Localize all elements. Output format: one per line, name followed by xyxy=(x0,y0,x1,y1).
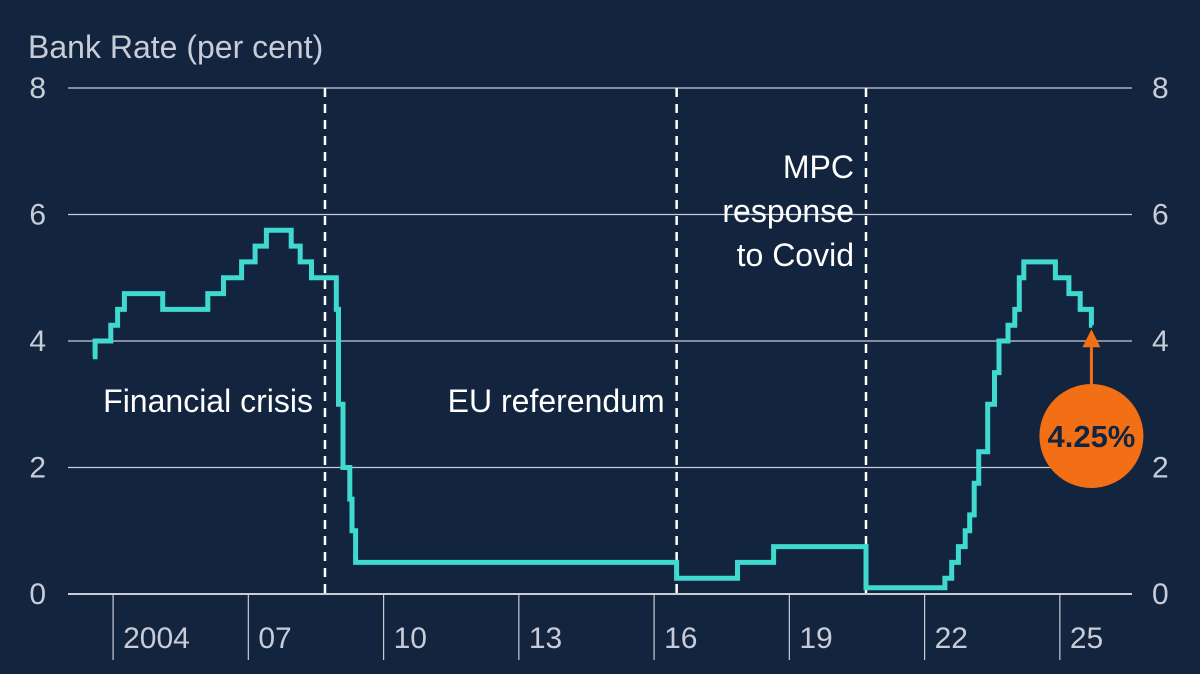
event-annotation: EU referendum xyxy=(448,383,665,419)
x-tick-label: 07 xyxy=(258,622,291,655)
y-tick-label-left: 6 xyxy=(29,199,46,232)
event-annotation: Financial crisis xyxy=(103,383,313,419)
y-tick-label-left: 8 xyxy=(29,72,46,105)
callout-value-label: 4.25% xyxy=(1047,419,1135,454)
x-tick-label: 25 xyxy=(1070,622,1103,655)
event-annotation: response xyxy=(722,193,854,229)
y-axis-label: Bank Rate (per cent) xyxy=(28,29,323,65)
bank-rate-line xyxy=(92,227,1094,591)
grid-layer xyxy=(68,87,1132,595)
y-tick-label-right: 2 xyxy=(1152,452,1169,485)
y-tick-label-right: 8 xyxy=(1152,72,1169,105)
y-tick-label-left: 2 xyxy=(29,452,46,485)
y-tick-label-right: 6 xyxy=(1152,199,1169,232)
x-tick-label: 2004 xyxy=(123,622,190,655)
callout-arrow-head xyxy=(1082,329,1101,348)
x-tick-label: 22 xyxy=(935,622,968,655)
x-tick-label: 13 xyxy=(529,622,562,655)
event-annotation: to Covid xyxy=(737,237,854,273)
event-annotation: MPC xyxy=(783,149,854,185)
x-tick-label: 16 xyxy=(664,622,697,655)
y-tick-label-right: 4 xyxy=(1152,325,1169,358)
x-tick-label: 10 xyxy=(394,622,427,655)
event-lines: Financial crisis EU referendum MPC response… xyxy=(103,88,868,594)
y-tick-label-right: 0 xyxy=(1152,578,1169,611)
series-layer xyxy=(92,227,1094,591)
callout-bubble xyxy=(1039,384,1144,488)
y-tick-label-left: 0 xyxy=(29,578,46,611)
y-tick-label-left: 4 xyxy=(29,325,46,358)
callout-layer: 4.25% xyxy=(1039,329,1144,488)
x-tick-label: 19 xyxy=(799,622,832,655)
